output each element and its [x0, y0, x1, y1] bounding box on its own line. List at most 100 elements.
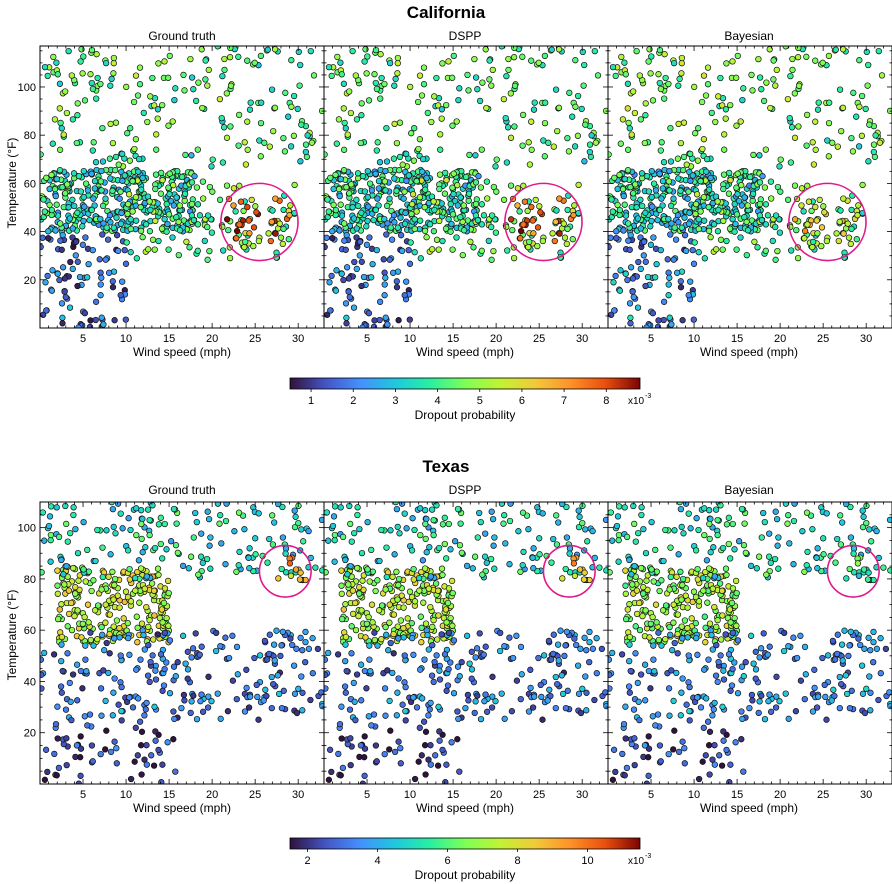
scatter-point [743, 251, 750, 259]
scatter-point [714, 531, 721, 539]
scatter-point [517, 568, 524, 575]
scatter-point [758, 534, 765, 541]
scatter-point [391, 748, 399, 756]
scatter-point [746, 173, 754, 181]
scatter-point [67, 258, 74, 266]
scatter-point [199, 559, 206, 566]
scatter-point [848, 225, 855, 233]
scatter-point [642, 112, 649, 119]
scatter-point [719, 246, 726, 253]
scatter-point [129, 208, 136, 215]
scatter-point [720, 676, 728, 683]
scatter-point [579, 48, 586, 56]
scatter-point [353, 116, 361, 123]
scatter-point [471, 55, 478, 63]
scatter-point [127, 216, 134, 223]
scatter-point [616, 206, 624, 214]
scatter-point [500, 520, 507, 527]
scatter-point [90, 195, 97, 202]
scatter-point [112, 167, 119, 174]
scatter-point [349, 47, 356, 55]
scatter-point [109, 278, 116, 285]
scatter-point [304, 132, 311, 139]
scatter-point [629, 275, 637, 282]
scatter-point [472, 698, 479, 705]
scatter-point [840, 230, 847, 237]
scatter-point [375, 177, 383, 185]
scatter-point [418, 92, 426, 99]
scatter-point [103, 639, 110, 647]
scatter-point [710, 221, 718, 228]
scatter-point [110, 689, 117, 696]
scatter-point [536, 535, 543, 542]
scatter-point [184, 666, 192, 673]
scatter-point [661, 51, 668, 58]
scatter-point [733, 122, 740, 129]
scatter-point [372, 742, 380, 749]
scatter-point [727, 555, 734, 562]
scatter-point [451, 538, 459, 545]
scatter-point [439, 521, 447, 528]
scatter-point [761, 184, 769, 191]
scatter-point [749, 697, 756, 704]
scatter-point [509, 654, 517, 662]
scatter-point [678, 54, 686, 62]
scatter-point [384, 220, 391, 227]
scatter-point [152, 667, 159, 674]
scatter-point [507, 216, 515, 223]
panel-title-ca-dspp: DSPP [449, 29, 482, 43]
scatter-point [140, 109, 147, 117]
scatter-point [40, 671, 45, 678]
scatter-point [110, 224, 117, 231]
scatter-point [382, 274, 389, 281]
scatter-point [117, 220, 125, 227]
scatter-point [425, 585, 432, 592]
scatter-point [673, 669, 680, 677]
scatter-point [166, 191, 173, 198]
scatter-point [515, 528, 522, 535]
scatter-point [620, 227, 627, 234]
scatter-point [756, 179, 764, 186]
scatter-point [713, 623, 720, 631]
scatter-point [145, 641, 152, 649]
scatter-point [814, 565, 821, 572]
scatter-point [364, 566, 371, 573]
scatter-point [877, 635, 884, 642]
scatter-point [389, 573, 396, 580]
scatter-point [274, 672, 281, 679]
scatter-point [472, 654, 479, 661]
scatter-point [201, 237, 208, 245]
scatter-point [289, 641, 296, 649]
scatter-point [111, 675, 118, 682]
scatter-point [130, 98, 138, 106]
scatter-point [626, 556, 633, 564]
scatter-point [519, 111, 527, 119]
scatter-point [650, 180, 658, 187]
scatter-point [342, 689, 349, 696]
scatter-point [349, 587, 357, 594]
scatter-point [422, 620, 430, 627]
scatter-point [47, 531, 55, 539]
scatter-point [420, 718, 428, 725]
scatter-point [55, 533, 63, 541]
x-tick-label: 20 [490, 333, 502, 345]
scatter-point [396, 119, 404, 126]
scatter-point [593, 635, 600, 642]
scatter-point [677, 284, 685, 291]
scatter-point [113, 745, 120, 752]
scatter-point [756, 74, 764, 81]
scatter-point [561, 652, 568, 660]
scatter-point [99, 631, 106, 638]
scatter-point [660, 316, 667, 324]
scatter-point [776, 229, 784, 236]
scatter-point [671, 224, 678, 231]
scatter-point [286, 560, 294, 567]
scatter-point [687, 177, 694, 184]
scatter-point [170, 736, 177, 743]
scatter-point [107, 82, 114, 89]
scatter-point [80, 194, 87, 201]
scatter-point [481, 698, 488, 705]
scatter-point [70, 564, 77, 572]
scatter-point [882, 645, 890, 653]
scatter-point [403, 278, 410, 285]
